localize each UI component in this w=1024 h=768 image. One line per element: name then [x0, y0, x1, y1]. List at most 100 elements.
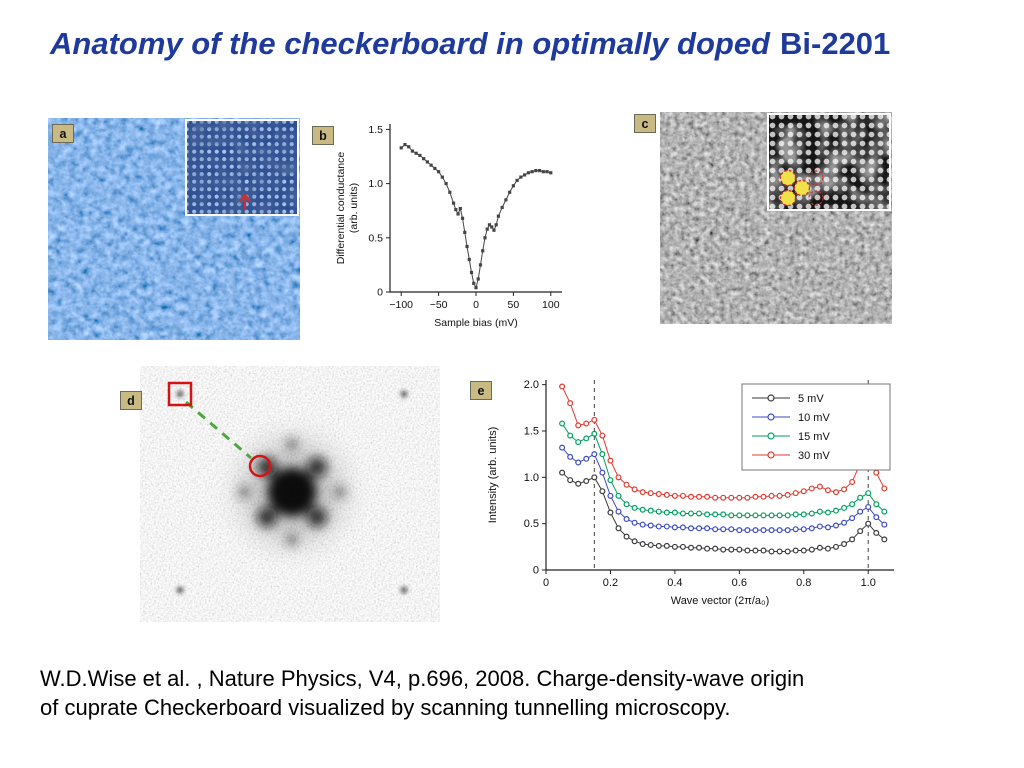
series-marker: [881, 521, 888, 528]
panel-a-label: a: [52, 124, 74, 143]
series-marker: [519, 175, 523, 179]
series-marker: [849, 478, 856, 485]
series-marker: [688, 493, 695, 500]
series-marker: [433, 166, 437, 171]
series-marker: [575, 422, 582, 429]
series-marker: [639, 489, 646, 496]
series-marker: [631, 538, 638, 545]
series-marker: [511, 184, 515, 188]
series-marker: [784, 512, 791, 519]
series-marker: [530, 170, 534, 174]
x-axis-label: Sample bias (mV): [434, 317, 517, 329]
series-marker: [744, 494, 751, 501]
panel-e-chart: 0 0.5 1.0 1.5 2.0 0 0.2 0.4 0.6 0.8 1.0 Wave vector…: [480, 368, 910, 623]
legend-label: 5 mV: [798, 393, 824, 405]
y-tick-label: 0.5: [368, 232, 383, 244]
series-marker: [545, 170, 549, 174]
series-marker: [728, 494, 735, 501]
intensity-chart-svg: 0 0.5 1.0 1.5 2.0 0 0.2 0.4 0.6 0.8 1.0 Wave vector…: [487, 379, 894, 607]
x-tick-label: 0.6: [732, 577, 747, 589]
series-marker: [403, 142, 407, 147]
series-marker: [399, 146, 403, 150]
panel-d-label: d: [120, 391, 142, 410]
stm-a-inset-shading: [186, 120, 298, 215]
series-marker: [483, 236, 487, 240]
series-marker: [474, 286, 478, 290]
series-marker: [655, 490, 662, 497]
series-marker: [712, 526, 719, 533]
legend-marker: [767, 413, 775, 421]
series-marker: [456, 212, 460, 216]
series-marker: [679, 510, 686, 517]
citation-line-1: W.D.Wise et al. , Nature Physics, V4, p.…: [40, 666, 805, 691]
series-marker: [631, 486, 638, 493]
series-marker: [841, 486, 848, 493]
series-marker: [487, 223, 492, 227]
series-marker: [671, 492, 678, 499]
series-marker: [816, 523, 823, 530]
stm-topograph-a: [48, 118, 300, 340]
series-marker: [784, 491, 791, 498]
series-marker: [688, 525, 695, 532]
series-marker: [631, 519, 638, 526]
series-marker: [410, 149, 415, 153]
citation-line-2: of cuprate Checkerboard visualized by sc…: [40, 695, 731, 721]
series-marker: [615, 508, 622, 515]
series-marker: [808, 546, 815, 553]
series-marker: [768, 492, 775, 499]
series-marker: [559, 469, 566, 476]
series-marker: [679, 543, 686, 550]
series-marker: [599, 432, 606, 439]
series-marker: [712, 545, 719, 552]
series-marker: [776, 512, 783, 519]
series-marker: [752, 512, 759, 519]
x-tick-label: 0: [473, 299, 479, 311]
series-marker: [537, 169, 542, 173]
series-marker: [720, 494, 727, 501]
series-marker: [881, 536, 888, 543]
series-marker: [760, 493, 767, 500]
series-marker: [647, 490, 654, 497]
series-marker: [591, 474, 598, 481]
series-marker: [534, 169, 538, 173]
series-marker: [647, 541, 654, 548]
series-marker: [808, 525, 815, 532]
series-marker: [728, 526, 735, 533]
series-marker: [422, 157, 426, 161]
series-marker: [526, 171, 530, 175]
series-marker: [792, 526, 799, 533]
green-dashed-annotation-line: [185, 400, 252, 460]
red-circle-cdw-marker: [248, 454, 272, 478]
series-marker: [776, 548, 783, 555]
series-marker: [451, 201, 456, 205]
series-marker: [478, 263, 483, 267]
series-marker: [444, 182, 448, 186]
series-marker: [792, 547, 799, 554]
legend-marker: [767, 394, 775, 402]
series-marker: [744, 512, 751, 519]
series-marker: [575, 439, 582, 446]
series-marker: [849, 501, 856, 508]
slide-title-bold: Bi-2201: [780, 26, 891, 61]
series-marker: [639, 506, 646, 513]
panel-b-chart: 0 0.5 1.0 1.5 −100 −50 0 50 100 Sample bias (mV) D…: [330, 112, 570, 337]
series-marker: [671, 524, 678, 531]
stm-a-inset-border: [185, 119, 299, 216]
series-marker: [467, 257, 471, 262]
series-marker: [671, 543, 678, 550]
series-marker: [768, 527, 775, 534]
series-marker: [760, 527, 767, 534]
series-marker: [704, 545, 711, 552]
series-marker: [833, 489, 840, 496]
yellow-site-marker: [779, 189, 797, 207]
series-marker: [873, 501, 880, 508]
panel-d-image: [140, 366, 440, 622]
series-marker: [440, 175, 444, 179]
series-marker: [784, 548, 791, 555]
series-marker: [583, 435, 590, 442]
series-marker: [647, 522, 654, 529]
series-marker: [583, 455, 590, 462]
series-marker: [623, 516, 630, 523]
series-marker: [655, 542, 662, 549]
series-marker: [481, 249, 485, 253]
